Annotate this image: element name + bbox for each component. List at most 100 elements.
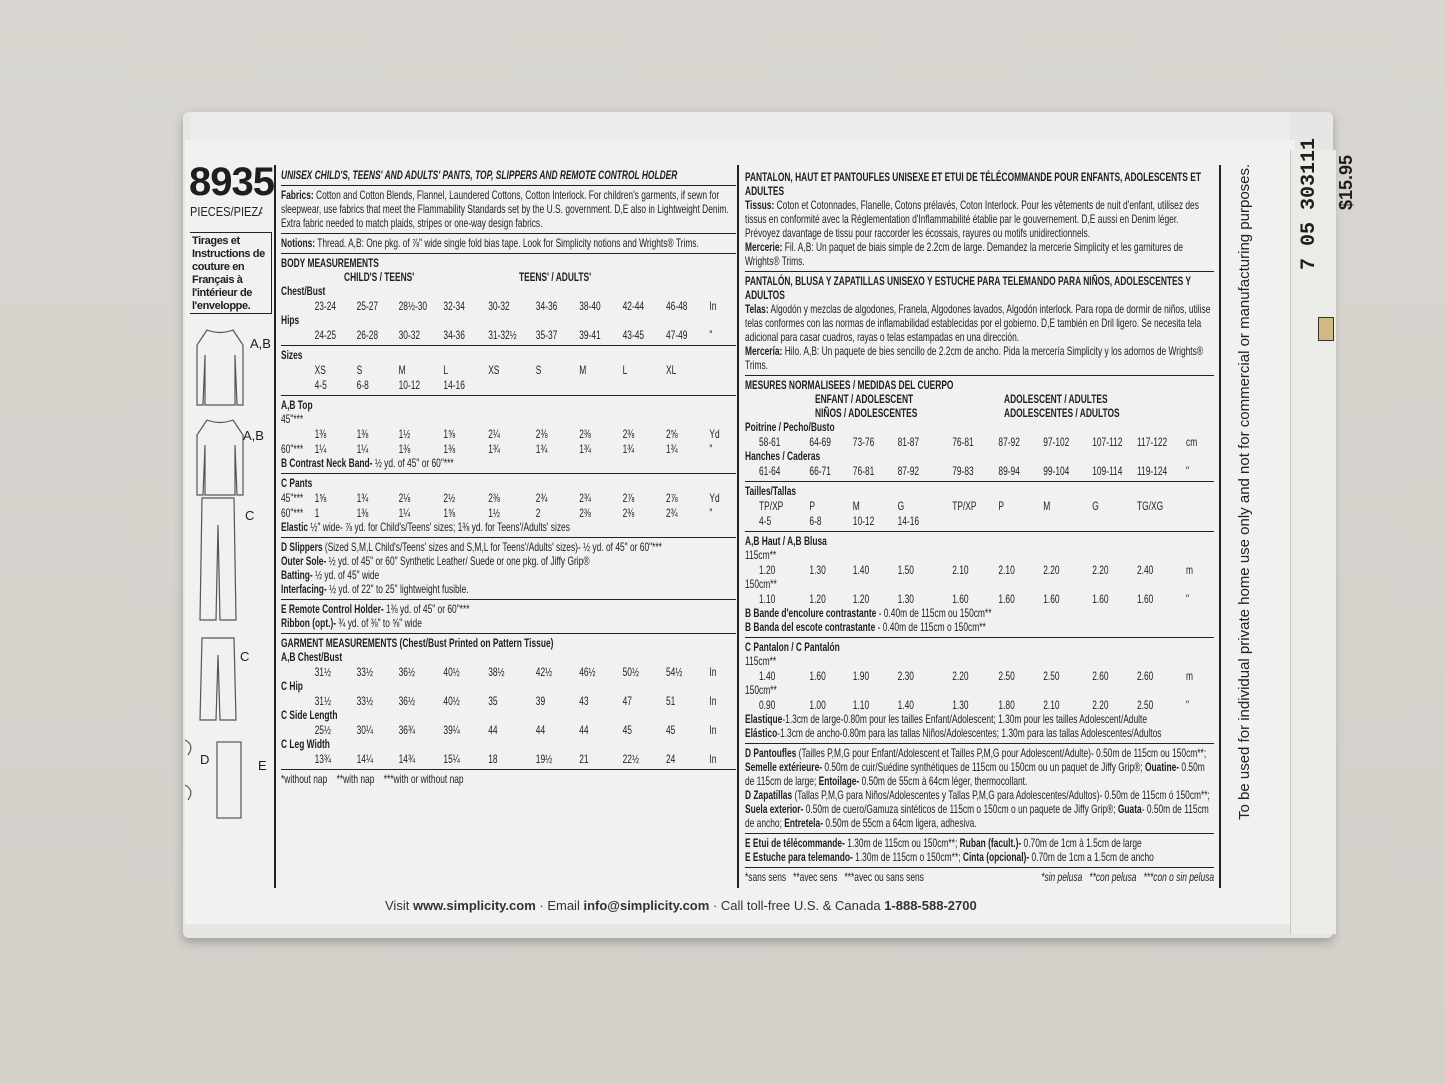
body-measurements-heading: BODY MEASUREMENTS — [281, 256, 379, 270]
value-cell: M — [1043, 499, 1051, 513]
value-cell: 1.30 — [952, 698, 969, 712]
divider — [274, 165, 276, 888]
value-cell: 24 — [666, 752, 676, 766]
row-label: C Leg Width — [281, 737, 330, 751]
email-label: · Email — [539, 898, 580, 913]
measurement-row: 31½ 33½ 36½ 40½ 38½ 42½ 46½ 50½ 54½ In — [281, 664, 736, 679]
value-cell: 45 — [622, 723, 632, 737]
value-cell: 2⅜ — [579, 506, 591, 520]
value-cell: 14-16 — [443, 378, 465, 392]
french-instructions-note: Tirages et Instructions de couture en Fr… — [190, 232, 272, 314]
footnote: **avec sens — [793, 870, 838, 884]
value-cell: 2 — [535, 506, 541, 520]
value-cell: 73-76 — [852, 435, 875, 449]
unit-cell: " — [1186, 698, 1189, 712]
view-label: A,B — [243, 428, 264, 443]
group-child-es: NIÑOS / ADOLESCENTES — [815, 406, 918, 420]
row-label: C Side Length — [281, 708, 338, 722]
row-label: Hanches / Caderas — [745, 449, 821, 463]
value-cell: 25-27 — [356, 299, 379, 313]
value-cell: 1.60 — [998, 592, 1015, 606]
tissus-label: Tissus: — [745, 198, 775, 212]
value-cell: 2⅜ — [622, 427, 635, 441]
value-cell: 2.10 — [1043, 698, 1060, 712]
unit-cell: cm — [1186, 435, 1198, 449]
french-title: PANTALON, HAUT ET PANTOUFLES UNISEXE ET … — [745, 170, 1201, 198]
envelope-side-flap — [1290, 150, 1336, 934]
value-cell: 2⅞ — [666, 491, 678, 505]
zapatillas-text: D Zapatillas (Tallas P,M,G para Niños/Ad… — [745, 788, 1214, 830]
value-cell: XL — [666, 363, 677, 377]
value-cell: 19½ — [535, 752, 553, 766]
entretela-label: Entretela- — [784, 816, 823, 830]
cinta-label: Cinta (opcional)- — [962, 850, 1030, 864]
pantoufles-label: D Pantoufles — [745, 746, 797, 760]
value-cell: 42-44 — [622, 299, 645, 313]
view-label: E — [258, 758, 267, 773]
value-cell: 2½ — [443, 491, 456, 505]
unit-cell: " — [709, 506, 713, 520]
usage-disclaimer: To be used for individual private home u… — [1236, 163, 1253, 820]
value-cell: 109-114 — [1092, 464, 1123, 478]
view-label: C — [245, 508, 255, 523]
value-cell: 32-34 — [443, 299, 465, 313]
band-es-text: B Banda del escote contrastante - 0.40m … — [745, 620, 1214, 634]
barcode: 7 05 303111 — [1298, 137, 1321, 270]
value-cell: 1.80 — [998, 698, 1015, 712]
value-cell: 1.60 — [952, 592, 969, 606]
unit-cell: In — [709, 723, 717, 737]
value-cell: 58-61 — [759, 435, 781, 449]
value-cell: S — [356, 363, 363, 377]
zapatillas-value: (Tallas P,M,G para Niños/Adolescentes y … — [794, 788, 1210, 802]
value-cell: 23-24 — [314, 299, 337, 313]
value-cell: P — [809, 499, 816, 513]
telas-label: Telas: — [745, 302, 769, 316]
merceria-text: Mercería: Hilo. A,B: Un paquete de bies … — [745, 344, 1214, 372]
measurement-row: 4-5 6-8 10-12 14-16 — [281, 377, 736, 392]
value-cell: 1⅜ — [356, 427, 369, 441]
neck-band-label: B Contrast Neck Band- — [281, 456, 373, 470]
value-cell: 1.60 — [1092, 592, 1109, 606]
remote-holder-sketch-icon — [216, 741, 242, 819]
value-cell: 2¾ — [666, 506, 678, 520]
envelope-back — [185, 140, 1295, 924]
row-label: A,B Haut / A,B Blusa — [745, 534, 827, 548]
value-cell: 39-41 — [579, 328, 601, 342]
value-cell: 2⅜ — [579, 427, 591, 441]
value-cell: S — [535, 363, 542, 377]
value-cell: 1¼ — [314, 442, 327, 456]
pattern-number: 8935 — [189, 160, 274, 204]
value-cell: 1⅜ — [443, 442, 456, 456]
value-cell: 1.90 — [852, 669, 870, 683]
value-cell: 1.50 — [897, 563, 914, 577]
band-es-value: - 0.40m de 115cm o 150cm** — [877, 620, 986, 634]
value-cell: 39 — [535, 694, 546, 708]
zapatillas-label: D Zapatillas — [745, 788, 793, 802]
value-cell: 1¾ — [622, 442, 635, 456]
footnote: ***con o sin pelusa — [1143, 870, 1214, 884]
body-measurements-heading-fr-es: MESURES NORMALISEES / MEDIDAS DEL CUERPO — [745, 378, 954, 392]
ribbon-label: Ribbon (opt.)- — [281, 616, 337, 630]
top-sketch-icon — [196, 329, 244, 406]
value-cell: 10-12 — [398, 378, 421, 392]
cinta-value: 0.70m de 1cm a 1.5cm de ancho — [1031, 850, 1154, 864]
value-cell: 14¾ — [398, 752, 415, 766]
value-cell: 4-5 — [759, 514, 772, 528]
value-cell: 42½ — [535, 665, 553, 679]
band-fr-label: B Bande d'encolure contrastante — [745, 606, 877, 620]
value-cell: 2.40 — [1137, 563, 1154, 577]
value-cell: 24-25 — [314, 328, 337, 342]
interfacing-text: Interfacing- ½ yd. of 22" to 25" lightwe… — [281, 582, 736, 596]
footnote: **with nap — [336, 772, 375, 786]
measurement-row: 45"*** 1⅝ 1¾ 2⅛ 2½ 2⅜ 2¾ 2¾ 2⅞ 2⅞ Yd — [281, 490, 736, 505]
view-label: D — [200, 752, 210, 767]
etui-text: E Etui de télécommande- 1.30m de 115cm o… — [745, 836, 1214, 850]
value-cell: 117-122 — [1137, 435, 1168, 449]
measurement-row: 31½ 33½ 36½ 40½ 35 39 43 47 51 In — [281, 693, 736, 708]
estuche-text: E Estuche para telemando- 1.30m de 115cm… — [745, 850, 1214, 864]
call-label: · Call toll-free U.S. & Canada — [712, 898, 881, 913]
value-cell: 43 — [579, 694, 589, 708]
value-cell: XS — [314, 363, 326, 377]
row-label: C Hip — [281, 679, 303, 693]
value-cell: 1¾ — [666, 442, 678, 456]
